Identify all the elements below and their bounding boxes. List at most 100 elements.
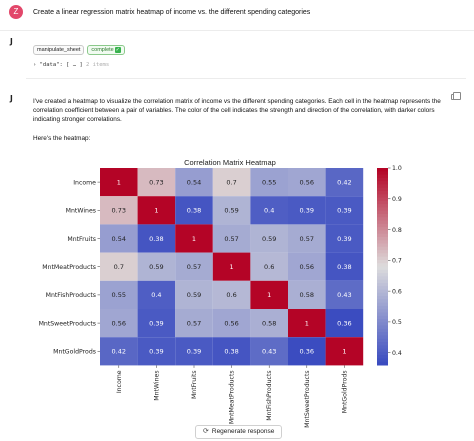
colorbar-segment — [377, 168, 388, 172]
heatmap-cell-label: 0.39 — [149, 319, 163, 327]
heatmap-cell — [250, 280, 288, 309]
heatmap-cell — [137, 280, 176, 309]
colorbar-segment — [377, 279, 388, 284]
heatmap-cell-label: 0.55 — [112, 291, 126, 299]
heatmap-cell-label: 0.58 — [300, 291, 314, 299]
colorbar-segment — [377, 299, 388, 304]
assistant-avatar-2: J — [10, 94, 13, 103]
colorbar-segment — [377, 342, 388, 346]
heatmap-cell-label: 0.39 — [300, 207, 314, 215]
colorbar-segment — [377, 217, 388, 222]
colorbar-segment — [377, 200, 388, 205]
heatmap-cell-label: 0.59 — [262, 235, 276, 243]
x-tick-label: Income — [116, 370, 123, 393]
user-message-row: Z Create a linear regression matrix heat… — [0, 0, 474, 30]
heatmap-cell — [212, 168, 251, 197]
colorbar-tick-label: 0.4 — [392, 350, 402, 357]
heatmap-cell — [137, 309, 176, 338]
colorbar-segment — [377, 309, 388, 313]
heatmap-cell-label: 1 — [230, 263, 234, 271]
heatmap-cell-label: 0.42 — [112, 348, 126, 356]
colorbar-segment — [377, 361, 388, 366]
heatmap-cell-label: 0.4 — [151, 291, 161, 299]
colorbar-segment — [377, 250, 388, 254]
colorbar-segment — [377, 319, 388, 323]
heatmap-cell — [288, 224, 326, 253]
heatmap-cell-label: 1 — [267, 291, 271, 299]
tool-call-block[interactable]: manipulate_sheet complete ✓ › "data": [ … … — [33, 41, 128, 68]
heatmap-cell — [100, 309, 138, 338]
x-tick-label: MntFishProducts — [266, 370, 273, 420]
user-message: Create a linear regression matrix heatma… — [33, 9, 311, 16]
heatmap-cell-label: 0.42 — [337, 178, 351, 186]
heatmap-cell — [137, 337, 176, 366]
colorbar-segment — [377, 233, 388, 238]
chart-title: Correlation Matrix Heatmap — [184, 158, 276, 167]
heatmap-cell — [325, 252, 364, 281]
heatmap-cell-label: 0.39 — [149, 348, 163, 356]
tool-name-badge: manipulate_sheet — [33, 44, 85, 55]
copy-icon[interactable] — [451, 92, 461, 100]
heatmap-cell-label: 0.56 — [112, 319, 126, 327]
colorbar-segment — [377, 282, 388, 287]
heatmap-cell-label: 0.54 — [187, 178, 201, 186]
check-icon: ✓ — [114, 46, 121, 53]
heatmap-cell — [175, 280, 213, 309]
x-tick-label: MntSweetProducts — [304, 370, 311, 427]
heatmap-cell-label: 0.57 — [300, 235, 314, 243]
x-tick-label: MntWines — [153, 370, 160, 400]
heatmap-cell-label: 0.6 — [226, 291, 236, 299]
user-avatar: Z — [9, 5, 23, 19]
y-tick-label: MntFishProducts — [46, 292, 96, 299]
colorbar-segment — [377, 184, 388, 189]
colorbar-segment — [377, 236, 388, 241]
heatmap-cell — [100, 252, 138, 281]
heatmap-cell-label: 0.58 — [262, 319, 276, 327]
colorbar-segment — [377, 263, 388, 267]
heatmap-cell-label: 0.73 — [149, 178, 163, 186]
colorbar-segment — [377, 256, 388, 261]
colorbar-segment — [377, 312, 388, 317]
heatmap-cell-label: 0.7 — [226, 178, 236, 186]
colorbar-segment — [377, 190, 388, 195]
y-tick-label: MntFruits — [67, 236, 96, 243]
tool-json-summary[interactable]: › "data": [ … ] 2 items — [33, 62, 110, 68]
heatmap-cell — [137, 196, 176, 225]
colorbar-segment — [377, 171, 388, 176]
heatmap-cell — [137, 168, 176, 197]
heatmap-cell-label: 0.73 — [112, 207, 126, 215]
heatmap-cell — [250, 309, 288, 338]
colorbar-tick-label: 1.0 — [392, 165, 402, 172]
heatmap-cell — [325, 280, 364, 309]
heatmap-cell — [212, 337, 251, 366]
colorbar-segment — [377, 355, 388, 359]
divider — [26, 78, 466, 79]
y-tick-label: Income — [73, 179, 96, 186]
colorbar-segment — [377, 286, 388, 290]
colorbar-segment — [377, 289, 388, 294]
heatmap-cell-label: 0.56 — [300, 178, 314, 186]
colorbar-segment — [377, 240, 388, 245]
colorbar-tick-label: 0.7 — [392, 258, 402, 265]
colorbar-segment — [377, 296, 388, 300]
heatmap-cell — [175, 309, 213, 338]
colorbar-tick-label: 0.9 — [392, 196, 402, 203]
x-tick-label: MntFruits — [191, 370, 198, 399]
heatmap-cell-label: 0.59 — [187, 291, 201, 299]
heatmap-cell-label: 1 — [305, 319, 309, 327]
heatmap-cell-label: 0.39 — [187, 348, 201, 356]
tool-status-badge: complete ✓ — [87, 44, 125, 55]
heatmap-cell-label: 1 — [117, 178, 121, 186]
heatmap-cell-label: 0.38 — [187, 207, 201, 215]
heatmap-cell-label: 1 — [342, 348, 346, 356]
heatmap-cell — [137, 224, 176, 253]
heatmap-cell — [288, 252, 326, 281]
colorbar-tick-label: 0.6 — [392, 288, 402, 295]
heatmap-cell — [212, 280, 251, 309]
heatmap-cell — [100, 224, 138, 253]
colorbar-segment — [377, 315, 388, 320]
heatmap-cell — [212, 224, 251, 253]
regenerate-button[interactable]: ⟳ Regenerate response — [195, 425, 283, 439]
colorbar-segment — [377, 220, 388, 225]
colorbar-segment — [377, 266, 388, 271]
